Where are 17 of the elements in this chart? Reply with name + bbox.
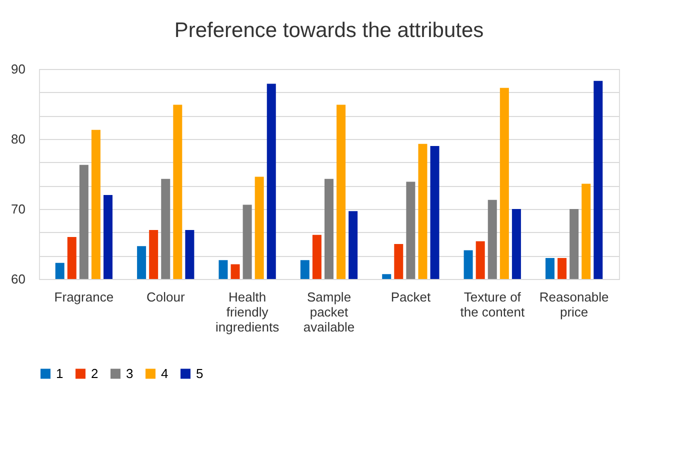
- x-tick-label: Sample packet available: [303, 290, 355, 334]
- legend-label: 3: [126, 366, 134, 381]
- y-tick-label: 70: [11, 202, 26, 216]
- y-tick-label: 80: [11, 132, 26, 146]
- x-tick-label: Fragrance: [54, 290, 114, 304]
- legend-label: 1: [56, 366, 64, 381]
- x-tick-label: Colour: [146, 290, 186, 304]
- chart-title: Preference towards the attributes: [174, 19, 484, 42]
- legend-label: 4: [161, 366, 168, 381]
- x-tick-label: Texture of the content: [460, 290, 525, 320]
- y-tick-label: 60: [11, 272, 26, 286]
- legend-label: 5: [196, 366, 204, 381]
- x-tick-label: Health friendly ingredients: [216, 290, 280, 334]
- legend-label: 2: [91, 366, 98, 381]
- y-tick-label: 90: [11, 62, 26, 76]
- x-tick-label: Packet: [390, 290, 431, 304]
- x-tick-label: Reasonable price: [539, 290, 609, 320]
